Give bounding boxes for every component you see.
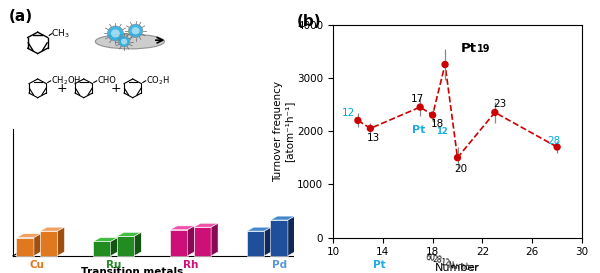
Polygon shape bbox=[347, 213, 371, 217]
Polygon shape bbox=[111, 238, 118, 256]
Text: Rh: Rh bbox=[183, 260, 198, 270]
Point bbox=[490, 110, 500, 115]
Polygon shape bbox=[247, 227, 271, 231]
Polygon shape bbox=[288, 216, 295, 256]
Y-axis label: Turnover frequency
[atom⁻¹h⁻¹]: Turnover frequency [atom⁻¹h⁻¹] bbox=[273, 81, 295, 182]
Point bbox=[428, 113, 437, 117]
Circle shape bbox=[118, 36, 130, 47]
Polygon shape bbox=[170, 230, 188, 256]
Text: Pt: Pt bbox=[461, 42, 477, 55]
Circle shape bbox=[121, 38, 127, 44]
Polygon shape bbox=[371, 191, 388, 256]
Circle shape bbox=[131, 27, 140, 34]
Polygon shape bbox=[412, 138, 419, 256]
Point bbox=[453, 156, 463, 160]
Polygon shape bbox=[394, 138, 419, 142]
Ellipse shape bbox=[95, 34, 164, 49]
Polygon shape bbox=[16, 234, 41, 238]
Polygon shape bbox=[58, 227, 64, 256]
Text: +: + bbox=[56, 82, 67, 95]
Polygon shape bbox=[365, 213, 371, 256]
Text: 23: 23 bbox=[493, 99, 506, 109]
Text: CH$_3$: CH$_3$ bbox=[50, 27, 69, 40]
Text: CH$_2$OH: CH$_2$OH bbox=[51, 74, 82, 87]
Polygon shape bbox=[34, 234, 41, 256]
Text: 17: 17 bbox=[410, 94, 424, 104]
Text: 12: 12 bbox=[436, 127, 448, 136]
Point bbox=[353, 118, 363, 123]
Text: 12: 12 bbox=[342, 108, 355, 118]
Point bbox=[553, 145, 562, 149]
Polygon shape bbox=[371, 187, 395, 191]
Text: 12: 12 bbox=[440, 258, 450, 268]
Text: CHO: CHO bbox=[97, 76, 116, 85]
Polygon shape bbox=[311, 238, 319, 256]
Polygon shape bbox=[247, 231, 265, 256]
Polygon shape bbox=[194, 227, 211, 256]
Text: Ru: Ru bbox=[106, 260, 121, 270]
X-axis label: Number: Number bbox=[435, 263, 480, 273]
Point bbox=[415, 105, 425, 109]
Circle shape bbox=[111, 29, 120, 38]
Text: 13: 13 bbox=[367, 133, 380, 143]
Text: Transition metals: Transition metals bbox=[80, 267, 183, 273]
Polygon shape bbox=[271, 216, 295, 220]
Polygon shape bbox=[117, 236, 134, 256]
Polygon shape bbox=[93, 238, 118, 242]
Polygon shape bbox=[394, 142, 412, 256]
Text: 20: 20 bbox=[454, 164, 467, 174]
Polygon shape bbox=[188, 226, 194, 256]
Text: 60: 60 bbox=[426, 253, 436, 262]
Polygon shape bbox=[16, 238, 34, 256]
Polygon shape bbox=[388, 187, 395, 256]
Polygon shape bbox=[170, 226, 194, 230]
Polygon shape bbox=[134, 232, 141, 256]
Text: Cu: Cu bbox=[29, 260, 44, 270]
Polygon shape bbox=[271, 220, 288, 256]
Polygon shape bbox=[211, 223, 218, 256]
Polygon shape bbox=[117, 232, 141, 236]
Polygon shape bbox=[265, 227, 271, 256]
Circle shape bbox=[128, 24, 143, 37]
Text: CO$_2$H: CO$_2$H bbox=[146, 74, 170, 87]
Text: Pt: Pt bbox=[412, 125, 425, 135]
Polygon shape bbox=[40, 227, 64, 231]
Polygon shape bbox=[347, 217, 365, 256]
Text: Number: Number bbox=[447, 261, 478, 272]
Point bbox=[365, 126, 375, 130]
Polygon shape bbox=[93, 242, 111, 256]
Text: (a): (a) bbox=[9, 9, 33, 24]
Polygon shape bbox=[294, 242, 311, 256]
Text: Pt: Pt bbox=[373, 260, 386, 270]
Text: 19: 19 bbox=[478, 44, 491, 54]
Polygon shape bbox=[294, 238, 319, 242]
Text: +: + bbox=[111, 82, 122, 95]
Text: 18: 18 bbox=[431, 119, 444, 129]
Text: 28: 28 bbox=[547, 136, 560, 146]
Text: 28: 28 bbox=[433, 255, 443, 265]
Circle shape bbox=[107, 26, 124, 41]
Polygon shape bbox=[194, 223, 218, 227]
Text: (b): (b) bbox=[297, 14, 322, 29]
Point bbox=[440, 62, 450, 67]
Text: Pd: Pd bbox=[272, 260, 287, 270]
Polygon shape bbox=[40, 231, 58, 256]
